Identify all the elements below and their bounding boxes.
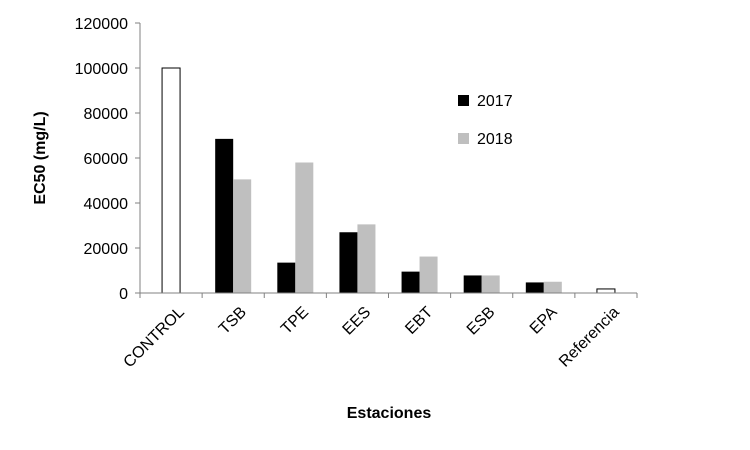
legend-label-2017: 2017 [477,93,513,110]
legend-swatch-2018 [458,133,469,144]
x-tick-label-3: EES [340,304,375,339]
x-tick-label-2: TPE [278,304,312,338]
legend-label-2018: 2018 [477,131,513,148]
y-tick-label-3: 60000 [84,151,129,168]
bar-EES-2017 [339,232,358,293]
bar-TPE-2017 [277,262,296,293]
bar-EBT-2017 [401,271,420,293]
y-tick-label-6: 120000 [75,16,128,33]
x-tick-label-6: EPA [527,304,561,338]
y-tick-label-5: 100000 [75,61,128,78]
x-tick-label-5: ESB [464,304,499,339]
ticks-layer [135,22,638,298]
y-tick-label-2: 40000 [84,196,129,213]
bar-CONTROL-series-2 [161,67,181,294]
bar-EBT-2018 [419,256,438,293]
bar-EPA-2018 [543,281,562,293]
bar-TSB-2018 [233,179,252,293]
x-tick-label-0: CONTROL [121,304,188,371]
bar-EPA-2017 [525,282,544,293]
bars-layer [161,67,616,294]
y-tick-label-4: 80000 [84,106,129,123]
labels-layer: 0 20000 40000 60000 80000 100000 120000 CONTROL… [75,16,623,371]
y-tick-label-0: 0 [119,286,128,303]
legend-swatch-2017 [458,95,469,106]
y-axis-title: EC50 (mg/L) [32,111,49,204]
bar-Referencia-series-2 [596,288,616,294]
bar-TPE-2018 [295,162,314,293]
x-tick-label-7: Referencia [556,304,623,371]
x-tick-label-1: TSB [216,304,250,338]
x-tick-label-4: EBT [402,304,436,338]
legend: 2017 2018 [458,93,513,148]
bar-TSB-2017 [215,138,234,293]
axes-layer [139,23,637,294]
x-axis-title: Estaciones [347,405,432,422]
y-tick-label-1: 20000 [84,241,129,258]
bar-ESB-2017 [463,275,482,293]
bar-ESB-2018 [481,275,500,293]
bar-EES-2018 [357,224,376,293]
